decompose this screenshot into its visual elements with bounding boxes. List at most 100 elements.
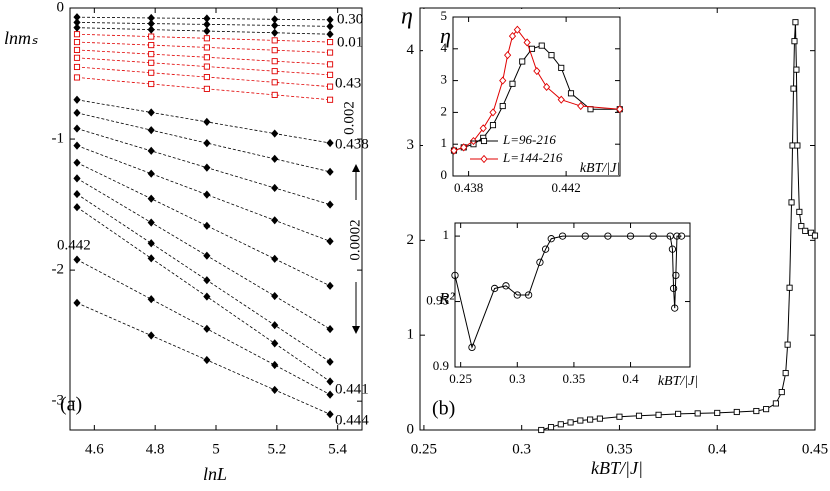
x-axis-label: kBT/|J| [580,161,620,176]
marker [616,105,624,114]
x-tick-label: 0.438 [454,180,483,195]
marker [271,58,278,65]
marker [789,142,796,149]
x-tick-label: 0.35 [563,371,586,386]
axes-frame [419,7,816,431]
y-tick-label: 1 [407,327,415,343]
marker [326,167,334,176]
marker [326,410,334,419]
marker [147,218,155,227]
marker [635,412,643,419]
arrowhead [352,164,360,172]
x-axis-label: kBT/|J| [658,374,698,389]
series-line [76,178,331,330]
marker [147,25,155,34]
marker [326,357,334,366]
marker [271,154,279,163]
marker [73,39,81,46]
marker [489,122,497,129]
marker [73,190,81,199]
marker [326,390,334,399]
marker [327,61,334,68]
y-tick-label: 1 [441,135,448,150]
marker [489,108,497,117]
y-tick-label: -3 [52,393,65,409]
y-tick-label: 3 [441,72,448,87]
marker [203,139,211,148]
series-line [76,193,331,363]
marker [327,71,334,78]
marker [203,163,211,172]
x-axis-label: lnL [203,464,227,484]
marker [147,194,155,203]
marker [148,51,155,58]
marker [73,108,81,117]
marker [782,370,789,377]
marker [509,80,516,87]
arrowhead [352,326,360,334]
series-line [76,27,331,35]
marker [596,415,603,422]
marker [675,410,682,417]
y-tick-label: 0 [407,421,415,437]
marker [669,284,678,293]
annotation: 0.002 [341,101,357,135]
marker [271,91,278,98]
marker [271,291,279,301]
marker [147,146,155,155]
marker [649,232,657,240]
y-tick-label: 4 [407,42,415,58]
marker [326,22,334,31]
marker [450,146,458,155]
y-tick-label: 1 [443,227,450,242]
marker [502,282,510,290]
marker [499,102,506,110]
marker [504,51,512,60]
marker [811,232,819,239]
marker [558,232,567,240]
marker [577,417,584,424]
marker [604,232,612,240]
marker [148,69,155,76]
marker [468,343,476,352]
marker [203,20,211,29]
marker [148,80,155,88]
marker [203,324,211,333]
series-line [454,235,682,350]
marker [327,49,334,56]
series-line [76,16,331,21]
marker [798,223,805,230]
marker [203,355,211,365]
marker [271,183,279,193]
marker [147,295,155,304]
y-tick-label: 5 [441,8,448,23]
series-line [76,99,331,144]
marker [772,400,779,407]
marker [671,304,679,312]
marker [794,142,801,149]
marker [655,411,662,418]
marker [480,137,488,145]
marker [327,83,334,90]
annotation: 0.441 [335,381,369,397]
y-tick-label: 2 [441,103,448,118]
marker [203,63,210,70]
marker [524,291,533,299]
marker [147,108,155,117]
marker [778,389,785,396]
series-line [76,22,331,27]
annotation: 0.444 [335,412,369,428]
x-tick-label: 0.442 [551,180,580,195]
marker [73,141,81,150]
series-line [76,49,331,65]
x-tick-label: 4.6 [85,441,104,457]
x-tick-label: 0.25 [449,371,472,386]
x-tick-label: 0.25 [411,441,437,457]
marker [536,258,544,266]
marker [541,245,550,253]
marker [271,360,279,370]
marker [73,63,81,71]
marker [271,129,279,138]
marker [271,254,279,263]
